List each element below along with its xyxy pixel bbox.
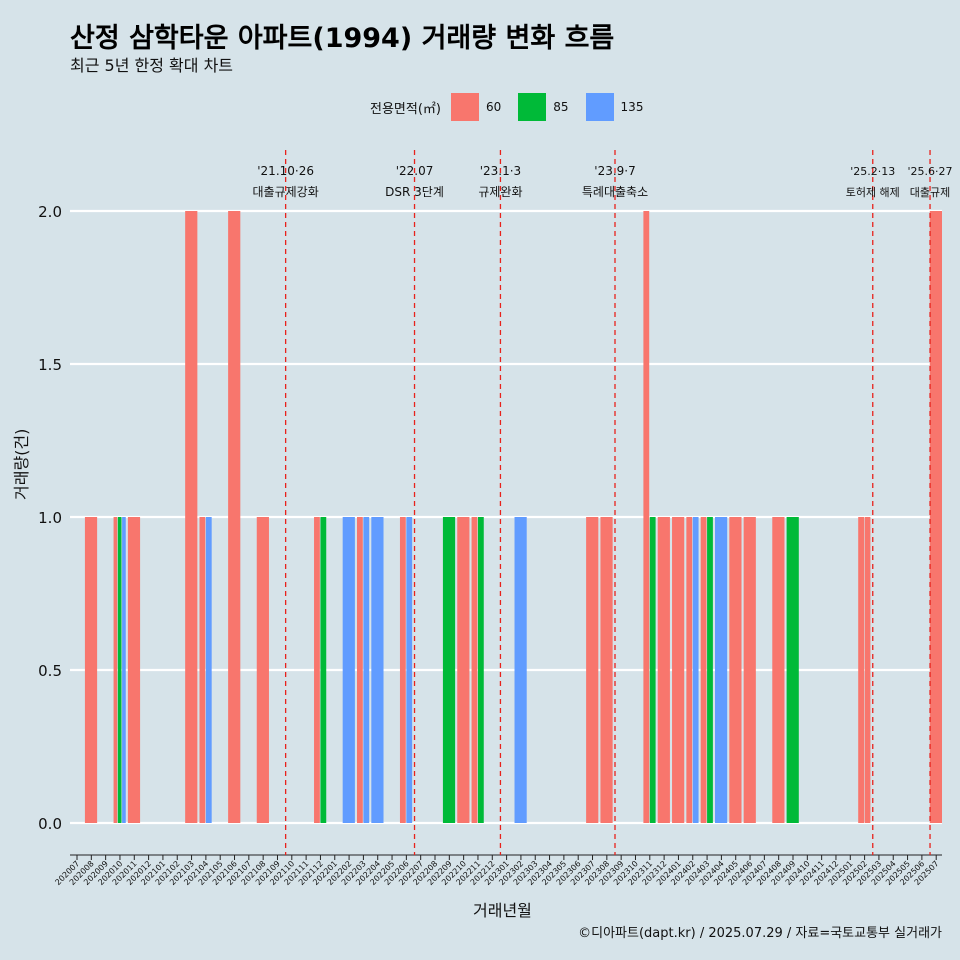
legend-key-135: [585, 93, 614, 121]
bar-202203-135: [363, 517, 370, 823]
bar-202108-60: [256, 517, 269, 823]
legend: 전용면적(㎡) 60 85 135: [370, 92, 660, 122]
bar-202502-60: [858, 517, 864, 823]
bar-202312-60: [657, 517, 670, 823]
bar-202402-60: [686, 517, 693, 823]
bar-202010-135: [122, 517, 126, 823]
bar-202008-60: [84, 517, 98, 823]
bar-202502-60: [864, 517, 871, 823]
event-label: 특례대출축소: [582, 185, 648, 199]
event-label: 대출규제: [910, 186, 950, 199]
bar-202311-60: [643, 211, 650, 823]
legend-label-135: 135: [620, 100, 644, 114]
bar-202203-60: [357, 517, 363, 823]
legend-label-85: 85: [553, 100, 569, 114]
y-tick-label: 1.0: [38, 509, 62, 527]
bar-202405-60: [729, 517, 742, 823]
bar-202112-85: [320, 517, 327, 823]
y-tick-label: 0.5: [38, 662, 62, 680]
event-label: DSR 3단계: [385, 185, 444, 199]
event-date-label: '25.2·13: [850, 165, 895, 178]
event-date-label: '23.1·3: [480, 164, 521, 178]
legend-key-60: [450, 93, 479, 121]
bar-202202-135: [342, 517, 355, 823]
chart-subtitle: 최근 5년 한정 확대 차트: [70, 56, 234, 75]
bar-202307-60: [586, 517, 599, 823]
bar-202409-85: [786, 517, 799, 823]
event-label: 대출규제강화: [253, 185, 319, 199]
bar-202403-85: [707, 517, 713, 823]
bar-202104-135: [205, 517, 212, 823]
x-axis-label: 거래년월: [473, 901, 532, 920]
bar-202404-135: [715, 517, 728, 823]
bar-202103-60: [185, 211, 198, 823]
event-date-label: '25.6·27: [908, 165, 953, 178]
bar-202211-85: [477, 517, 484, 823]
bar-202302-135: [514, 517, 527, 823]
y-tick-label: 0.0: [38, 815, 62, 833]
bar-202401-60: [672, 517, 685, 823]
bar-202403-60: [700, 517, 707, 823]
bar-202204-135: [371, 517, 384, 823]
event-label: 토허제 해제: [846, 185, 900, 199]
source-caption: ©디아파트(dapt.kr) / 2025.07.29 / 자료=국토교통부 실…: [578, 926, 942, 941]
bar-202408-60: [772, 517, 785, 823]
bar-202106-60: [228, 211, 241, 823]
legend-key-85: [518, 93, 547, 121]
legend-title: 전용면적(㎡): [370, 101, 441, 117]
bar-202311-85: [649, 517, 656, 823]
event-date-label: '21.10·26: [257, 164, 314, 178]
chart-title: 산정 삼학타운 아파트(1994) 거래량 변화 흐름: [70, 23, 615, 54]
bar-202210-60: [457, 517, 470, 823]
bar-202507-60: [929, 211, 942, 823]
event-date-label: '22.07: [396, 164, 434, 178]
event-date-label: '23.9·7: [594, 164, 635, 178]
bar-202112-60: [314, 517, 320, 823]
legend-label-60: 60: [485, 100, 502, 114]
y-tick-label: 2.0: [38, 203, 62, 221]
bar-202010-60: [113, 517, 118, 823]
bar-202010-85: [117, 517, 122, 823]
bar-202209-85: [442, 517, 456, 823]
bar-202206-60: [399, 517, 406, 823]
bar-202206-135: [406, 517, 413, 823]
bar-202011-60: [127, 517, 141, 823]
y-tick-label: 1.5: [38, 356, 62, 374]
bar-202308-60: [600, 517, 613, 823]
bar-202211-60: [471, 517, 478, 823]
bar-202406-60: [743, 517, 756, 823]
bar-202402-135: [692, 517, 699, 823]
y-axis-label: 거래량(건): [12, 428, 31, 500]
bar-202104-60: [199, 517, 206, 823]
event-label: 규제완화: [478, 185, 522, 199]
